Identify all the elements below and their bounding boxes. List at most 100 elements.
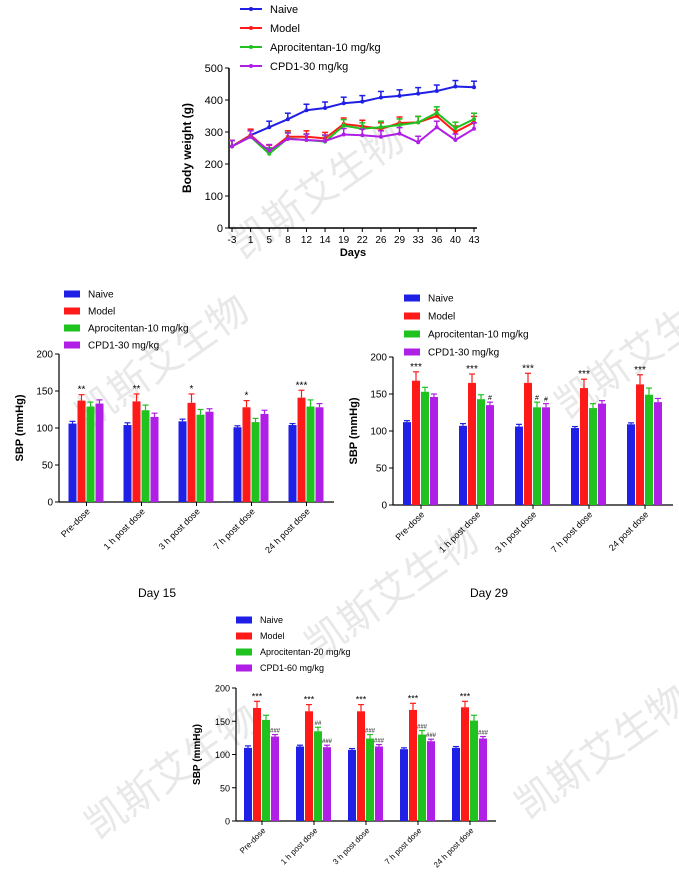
bar [357,711,365,821]
x-tick-label: 43 [468,235,480,246]
significance-label: *** [356,695,367,705]
bar [297,397,306,502]
bar [233,427,242,502]
legend-swatch [64,307,80,315]
x-tick-label: 1 h post dose [102,506,147,551]
bar [452,747,460,821]
data-point [434,89,439,94]
bar [400,749,408,821]
bar [68,423,77,502]
data-point [397,122,402,127]
y-tick-label: 200 [36,350,53,361]
significance-label: *** [466,364,478,375]
x-tick-label: 24 h post dose [432,826,476,870]
data-point [434,114,439,118]
data-point [323,106,328,110]
y-tick-label: 150 [370,390,387,401]
data-point [378,95,383,100]
chart-caption: Day 15 [138,586,176,600]
legend-label: Model [428,312,455,323]
data-point [267,125,272,130]
legend: Naive Model Aprocitentan-10 mg/kg CPD1-30 m… [404,294,529,359]
bar [421,391,429,505]
data-point [341,123,346,128]
legend-marker [249,64,253,68]
bar [430,396,438,505]
bar [418,734,426,821]
x-tick-label: 1 h post dose [437,509,482,554]
series-line [231,111,475,156]
significance-label: *** [296,380,308,391]
data-point [285,137,290,142]
y-axis-title: SBP (mmHg) [14,394,26,461]
category-group [452,700,487,821]
significance-label: ### [270,729,281,735]
data-point [285,117,290,122]
bar [150,416,159,502]
y-tick-label: 500 [205,63,223,75]
significance-label: # [544,397,548,404]
data-point [397,131,402,136]
legend-swatch [236,664,252,672]
y-tick-label: 0 [225,817,230,827]
category-group [459,373,494,505]
bar [306,406,315,502]
bar [589,408,597,505]
bar [187,402,196,502]
x-tick-label: 7 h post dose [549,509,594,554]
x-tick-label: 24 h post dose [263,506,312,555]
y-tick-label: 100 [205,191,223,203]
significance-label: ### [365,729,376,735]
bar [533,407,541,505]
series-line [231,125,475,152]
legend-label: CPD1-30 mg/kg [270,61,348,73]
data-point [378,125,383,130]
category-group [571,378,606,505]
bar [262,719,270,821]
bar [645,394,653,505]
significance-label: * [245,391,249,402]
category-group [403,371,438,505]
x-tick-label: 8 [285,235,291,246]
legend-swatch [404,294,420,302]
legend-swatch [236,648,252,656]
bar [323,747,331,821]
legend-label: CPD1-30 mg/kg [428,348,499,359]
category-group [400,702,435,821]
legend-swatch [404,330,420,338]
bar [251,422,260,502]
bar [580,388,588,505]
bar [314,731,322,821]
legend-label: Naive [88,290,114,301]
bar [253,707,261,821]
bar [178,421,187,502]
significance-label: ### [426,733,437,739]
bar [132,401,141,502]
bar [477,399,485,505]
x-tick-label: 29 [394,235,406,246]
legend-swatch [404,312,420,320]
bar [627,424,635,505]
bar [141,410,150,502]
x-tick-label: 24 post dose [607,509,651,553]
significance-label: *** [408,693,419,703]
y-tick-label: 150 [36,387,53,398]
data-point [304,138,309,142]
y-tick-label: 0 [217,223,223,235]
legend-swatch [236,616,252,624]
significance-label: # [488,395,492,402]
bar [196,414,205,502]
bar [288,425,297,502]
x-tick-label: 36 [431,235,443,246]
significance-label: * [190,384,194,395]
y-tick-label: 100 [370,427,387,438]
x-tick-label: 12 [301,235,313,246]
significance-label: ### [478,731,489,737]
data-point [453,138,458,142]
bar [242,407,251,502]
y-axis-title: Body weight (g) [180,103,194,193]
data-point [304,108,309,113]
x-axis-title: Days [340,247,366,259]
bar [296,746,304,821]
legend-marker [249,26,253,30]
